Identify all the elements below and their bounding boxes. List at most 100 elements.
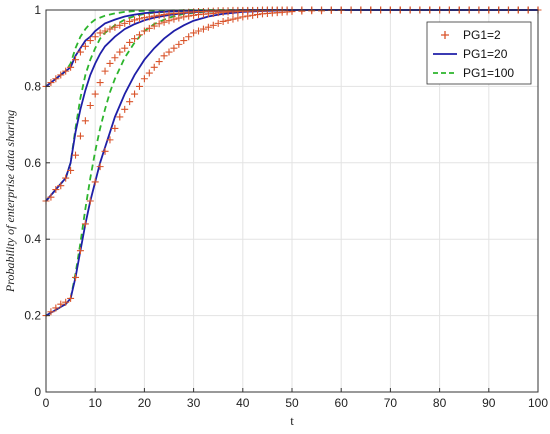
data-point: [91, 178, 99, 186]
data-point: [150, 12, 158, 20]
data-point: [111, 54, 119, 62]
x-tick-label: 80: [433, 396, 447, 410]
data-point: [180, 13, 188, 21]
data-point: [145, 13, 153, 21]
series-line: [45, 9, 538, 88]
data-point: [52, 304, 60, 312]
series-pg1-100-init-0.2: [45, 9, 538, 317]
data-point: [155, 58, 163, 66]
series-pg1-100-init-0.8: [45, 9, 538, 88]
legend: PG1=2 PG1=20 PG1=100: [426, 21, 532, 85]
data-point: [121, 44, 129, 52]
data-point: [126, 98, 134, 106]
data-point: [52, 186, 60, 194]
data-point: [81, 117, 89, 125]
data-point: [219, 17, 227, 25]
data-point: [150, 22, 158, 30]
data-point: [86, 37, 94, 45]
data-point: [57, 182, 65, 190]
data-point: [234, 14, 242, 22]
data-point: [126, 17, 134, 25]
data-point: [140, 27, 148, 35]
legend-marker: [441, 31, 449, 39]
data-point: [165, 48, 173, 56]
y-tick-label: 0.4: [24, 232, 41, 246]
data-point: [116, 48, 124, 56]
data-point: [185, 33, 193, 41]
data-point: [121, 19, 129, 27]
y-axis-label: Probability of enterprise data sharing: [3, 110, 17, 293]
data-point: [47, 193, 55, 201]
data-point: [96, 79, 104, 87]
data-point: [57, 300, 65, 308]
data-point: [318, 7, 326, 15]
data-point: [121, 105, 129, 113]
legend-label: PG1=2: [463, 28, 501, 42]
data-point: [96, 163, 104, 171]
data-point: [62, 174, 70, 182]
data-point: [155, 11, 163, 19]
data-point: [76, 48, 84, 56]
data-point: [224, 16, 232, 24]
data-point: [126, 38, 134, 46]
data-point: [62, 298, 70, 306]
x-tick-label: 0: [43, 396, 50, 410]
data-point: [101, 147, 109, 155]
x-tick-label: 30: [187, 396, 201, 410]
data-point: [214, 19, 222, 27]
data-point: [101, 27, 109, 35]
data-point: [81, 42, 89, 50]
y-tick-label: 0.8: [24, 79, 41, 93]
data-point: [175, 40, 183, 48]
data-point: [160, 18, 168, 26]
data-point: [160, 52, 168, 60]
legend-label: PG1=20: [463, 47, 508, 61]
data-point: [140, 14, 148, 22]
data-point: [52, 75, 60, 83]
data-point: [140, 75, 148, 83]
x-tick-label: 40: [236, 396, 250, 410]
data-point: [57, 71, 65, 79]
x-tick-label: 20: [138, 396, 152, 410]
y-tick-label: 0: [34, 385, 41, 399]
data-point: [288, 8, 296, 16]
data-point: [170, 15, 178, 23]
data-point: [185, 12, 193, 20]
data-point: [249, 11, 257, 19]
data-point: [298, 7, 306, 15]
data-point: [111, 124, 119, 132]
data-point: [81, 220, 89, 228]
data-point: [86, 197, 94, 205]
x-tick-label: 90: [482, 396, 496, 410]
data-point: [67, 63, 75, 71]
data-point: [145, 24, 153, 32]
data-point: [116, 113, 124, 121]
data-point: [254, 11, 262, 19]
data-point: [106, 136, 114, 144]
data-point: [190, 11, 198, 19]
data-point: [229, 15, 237, 23]
x-tick-label: 50: [285, 396, 299, 410]
data-point: [165, 17, 173, 25]
data-point: [199, 25, 207, 33]
data-point: [155, 20, 163, 28]
x-axis-label: t: [290, 413, 294, 428]
data-point: [47, 308, 55, 316]
data-point: [76, 132, 84, 140]
data-point: [135, 31, 143, 39]
data-point: [135, 82, 143, 90]
data-point: [209, 9, 217, 17]
data-point: [67, 294, 75, 302]
data-point: [106, 59, 114, 67]
series-line: [45, 9, 538, 317]
x-tick-label: 60: [335, 396, 349, 410]
data-point: [190, 29, 198, 37]
y-tick-label: 0.6: [24, 156, 41, 170]
data-point: [180, 37, 188, 45]
data-point: [308, 7, 316, 15]
data-point: [116, 21, 124, 29]
data-point: [72, 273, 80, 281]
data-point: [239, 13, 247, 21]
